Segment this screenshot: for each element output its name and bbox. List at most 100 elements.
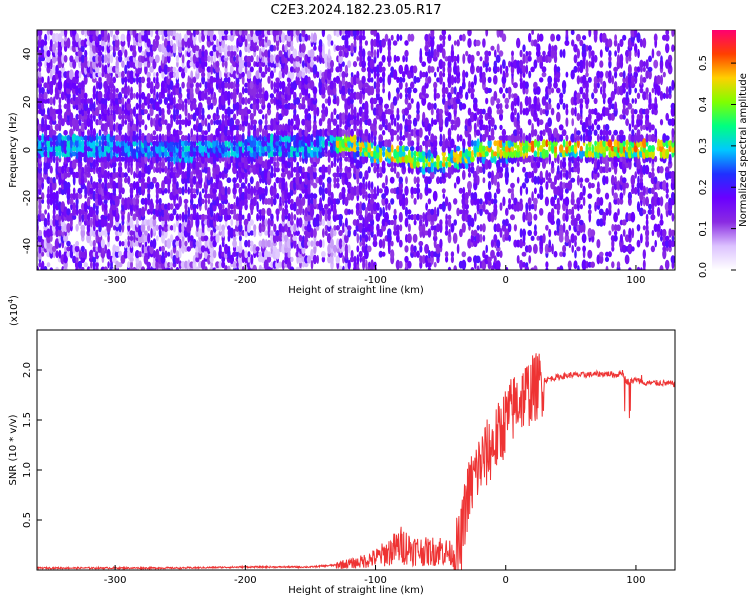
heatmap-cell [87, 107, 91, 116]
heatmap-cell [147, 233, 151, 244]
heatmap-cell [138, 135, 142, 141]
heatmap-cell [81, 202, 85, 211]
heatmap-cell [591, 123, 595, 132]
heatmap-cell [570, 107, 575, 116]
heatmap-cell [502, 59, 506, 69]
heatmap-cell [212, 250, 217, 259]
heatmap-cell [393, 208, 397, 216]
heatmap-cell [89, 192, 94, 200]
heatmap-cell [97, 145, 103, 153]
heatmap-cell [324, 98, 328, 104]
heatmap-cell [144, 48, 148, 59]
heatmap-cell [196, 132, 199, 144]
heatmap-cell [83, 201, 88, 213]
heatmap-cell [575, 33, 581, 42]
heatmap-cell [312, 32, 317, 43]
heatmap-cell [522, 228, 526, 238]
heatmap-cell [174, 172, 180, 178]
heatmap-cell [115, 207, 119, 217]
heatmap-cell [404, 49, 409, 58]
heatmap-cell [66, 100, 71, 112]
heatmap-cell [97, 170, 103, 180]
heatmap-cell [316, 106, 320, 117]
heatmap-cell [378, 76, 383, 84]
heatmap-cell [338, 213, 343, 221]
heatmap-cell [470, 161, 474, 168]
heatmap-cell [161, 230, 165, 236]
heatmap-cell [80, 228, 86, 238]
heatmap-cell [519, 127, 523, 138]
heatmap-cell [218, 244, 222, 254]
heatmap-cell [38, 92, 42, 99]
heatmap-cell [241, 214, 245, 220]
heatmap-cell [169, 262, 174, 268]
heatmap-cell [69, 198, 74, 205]
heatmap-cell [117, 175, 123, 185]
heatmap-cell [123, 85, 129, 96]
heatmap-cell [404, 245, 409, 253]
heatmap-cell [410, 140, 415, 147]
heatmap-cell [519, 150, 523, 158]
heatmap-cell [161, 54, 165, 64]
heatmap-cell [512, 82, 518, 89]
heatmap-cell [138, 228, 143, 238]
heatmap-cell [479, 66, 483, 73]
heatmap-cell [545, 224, 549, 231]
heatmap-cell [436, 207, 440, 217]
heatmap-cell [195, 212, 199, 223]
heatmap-cell [346, 225, 352, 231]
heatmap-cell [207, 122, 211, 133]
heatmap-cell [132, 92, 136, 99]
heatmap-cell [80, 170, 85, 180]
heatmap-cell [487, 191, 492, 202]
heatmap-cell [100, 214, 106, 220]
heatmap-cell [81, 166, 85, 173]
heatmap-cell [123, 249, 129, 259]
heatmap-cell [485, 124, 489, 130]
heatmap-cell [129, 91, 134, 101]
heatmap-cell [548, 172, 551, 178]
heatmap-cell [210, 176, 214, 184]
heatmap-cell [43, 266, 48, 270]
heatmap-cell [84, 248, 87, 260]
heatmap-cell [461, 251, 467, 258]
heatmap-cell [86, 222, 91, 233]
heatmap-cell [173, 107, 176, 117]
heatmap-cell [398, 211, 403, 223]
heatmap-cell [207, 55, 211, 63]
heatmap-cell [92, 128, 97, 138]
heatmap-cell [181, 149, 185, 158]
heatmap-cell [571, 191, 575, 202]
heatmap-cell [322, 239, 325, 249]
heatmap-cell [89, 229, 94, 237]
heatmap-cell [273, 156, 277, 163]
heatmap-cell [436, 154, 440, 164]
heatmap-cell [538, 119, 544, 126]
heatmap-cell [473, 97, 478, 105]
heatmap-cell [129, 217, 134, 228]
heatmap-cell [72, 243, 76, 254]
heatmap-cell [336, 95, 340, 107]
heatmap-cell [270, 165, 274, 175]
heatmap-cell [118, 133, 122, 143]
heatmap-cell [181, 145, 185, 152]
heatmap-cell [152, 39, 157, 47]
heatmap-cell [290, 118, 294, 126]
heatmap-cell [117, 97, 123, 105]
heatmap-cell [204, 198, 208, 205]
heatmap-cell [49, 177, 54, 184]
heatmap-cell [200, 154, 206, 164]
heatmap-cell [150, 30, 154, 38]
heatmap-cell [112, 180, 117, 191]
heatmap-cell [129, 230, 134, 236]
heatmap-cell [513, 224, 518, 232]
heatmap-cell [158, 106, 162, 117]
heatmap-cell [539, 77, 544, 83]
heatmap-cell [187, 219, 191, 226]
heatmap-cell [576, 213, 581, 221]
heatmap-cell [404, 197, 409, 206]
heatmap-cell [456, 39, 460, 47]
heatmap-cell [124, 76, 128, 84]
heatmap-cell [418, 127, 423, 138]
heatmap-cell [147, 113, 151, 121]
